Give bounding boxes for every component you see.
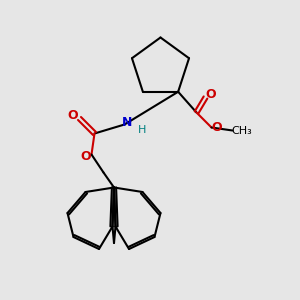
- Text: O: O: [80, 150, 91, 164]
- Text: O: O: [212, 121, 222, 134]
- Text: CH₃: CH₃: [232, 125, 253, 136]
- Text: O: O: [206, 88, 216, 101]
- Text: H: H: [138, 125, 146, 135]
- Text: N: N: [122, 116, 132, 130]
- Text: O: O: [68, 109, 78, 122]
